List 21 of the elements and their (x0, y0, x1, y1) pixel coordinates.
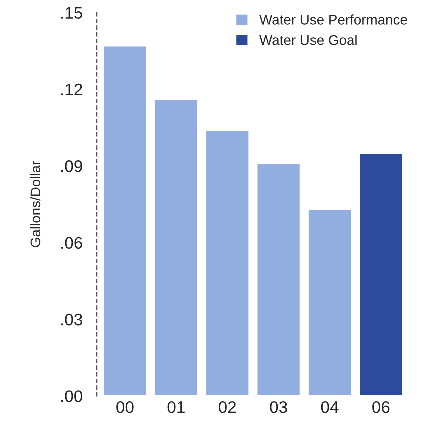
y-tick-label: .06 (62, 237, 82, 250)
legend-label: Water Use Performance (260, 14, 408, 25)
x-tick-label: 06 (372, 401, 390, 414)
bar (205, 130, 250, 396)
y-axis-title: Gallons/Dollar (30, 161, 41, 248)
x-tick-label: 02 (218, 401, 236, 414)
y-tick-label: .12 (62, 84, 82, 96)
x-tick-label: 00 (116, 401, 134, 414)
y-tick-label: .03 (62, 314, 82, 326)
y-tick-label: .15 (62, 7, 82, 19)
bar (256, 162, 302, 396)
x-tick-label: 01 (168, 401, 185, 414)
bar (154, 98, 199, 396)
bar (358, 152, 404, 396)
legend-label: Water Use Goal (260, 35, 357, 46)
y-tick-label: .00 (62, 390, 83, 402)
y-tick-label: .09 (62, 160, 82, 172)
x-tick-label: 03 (270, 401, 288, 414)
x-tick-label: 04 (321, 401, 339, 414)
bar (102, 45, 148, 396)
bar (308, 208, 352, 396)
